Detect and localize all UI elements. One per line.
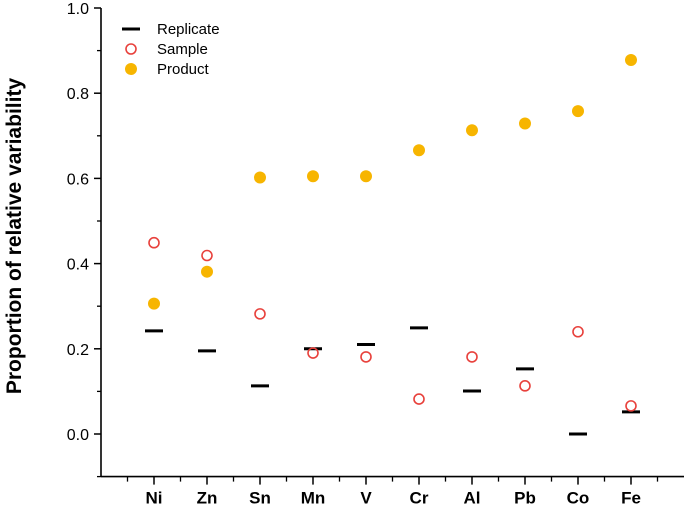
x-tick-label: Al: [464, 489, 481, 508]
sample-point-co: [572, 325, 584, 338]
x-tick-label: Pb: [514, 489, 536, 508]
y-tick-label: 0.4: [67, 257, 89, 274]
product-point-cr: [413, 144, 425, 157]
y-tick-label: 0.0: [67, 427, 89, 444]
sample-point-v: [360, 351, 372, 363]
product-point-co: [572, 105, 584, 118]
x-tick-label: Mn: [301, 489, 326, 508]
product-point-sn: [254, 171, 266, 184]
x-tick-label: Co: [567, 489, 590, 508]
legend: Replicate Sample Product: [122, 21, 220, 78]
sample-point-fe: [625, 400, 637, 412]
x-tick-label: Ni: [146, 489, 163, 508]
legend-label-replicate: Replicate: [157, 21, 220, 38]
y-tick-label: 0.2: [67, 342, 89, 359]
x-tick-label: Zn: [197, 489, 218, 508]
product-point-v: [360, 170, 372, 183]
legend-marker-product: [125, 63, 137, 75]
x-tick-label: Sn: [249, 489, 271, 508]
product-point-mn: [307, 170, 319, 183]
sample-point-al: [466, 351, 478, 363]
y-axis-label: Proportion of relative variability: [3, 78, 26, 395]
product-point-fe: [625, 53, 637, 66]
x-tick-label: V: [360, 489, 372, 508]
product-point-pb: [519, 117, 531, 130]
x-tick-label: Cr: [410, 489, 429, 508]
axes: 0.0 0.2 0.4 0.6 0.8 1.0 Ni Zn Sn Mn V Cr Al Pb Co Fe: [67, 1, 684, 508]
marks: [145, 53, 640, 436]
product-point-al: [466, 124, 478, 137]
sample-point-sn: [254, 308, 266, 320]
legend-marker-sample: [125, 43, 137, 55]
x-tick-label: Fe: [621, 489, 641, 508]
sample-point-ni: [148, 236, 160, 249]
y-tick-label: 0.6: [67, 171, 89, 188]
sample-point-pb: [519, 380, 531, 392]
sample-point-zn: [201, 249, 213, 262]
y-tick-label: 1.0: [67, 1, 89, 18]
product-point-ni: [148, 297, 160, 310]
legend-label-product: Product: [157, 61, 210, 78]
y-tick-label: 0.8: [67, 86, 89, 103]
legend-label-sample: Sample: [157, 41, 208, 58]
product-point-zn: [201, 265, 213, 278]
sample-point-cr: [413, 393, 425, 405]
sample-point-mn: [307, 347, 319, 359]
